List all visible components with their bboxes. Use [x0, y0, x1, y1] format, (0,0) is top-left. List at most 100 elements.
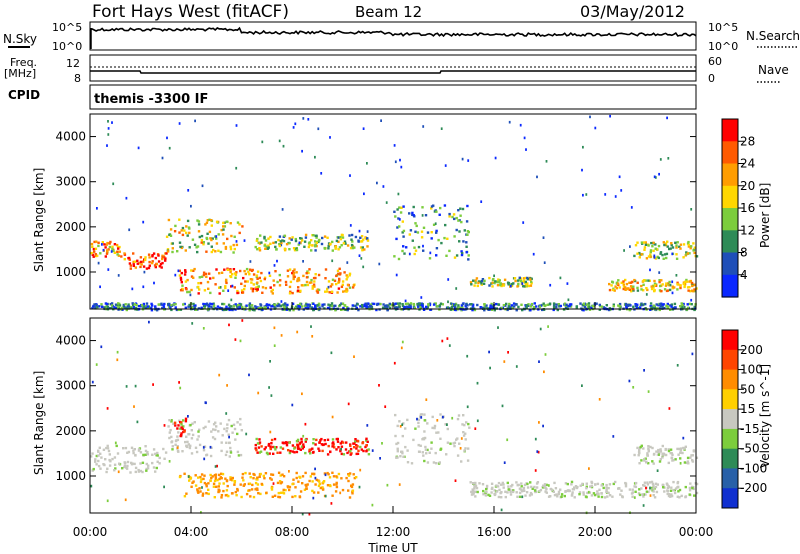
echo-point	[555, 493, 558, 496]
echo-point	[653, 279, 656, 283]
echo-point	[267, 444, 270, 447]
echo-point	[282, 239, 286, 243]
echo-point	[138, 262, 141, 265]
echo-point	[299, 441, 302, 445]
echo-point	[679, 243, 683, 246]
echo-point	[137, 468, 140, 472]
echo-point	[191, 306, 194, 309]
echo-point	[457, 414, 461, 417]
echo-point	[360, 240, 363, 243]
noise-point	[668, 407, 671, 410]
echo-point	[268, 452, 271, 455]
echo-point	[423, 413, 426, 416]
echo-point	[220, 307, 224, 310]
echo-point	[366, 239, 370, 242]
echo-point	[573, 486, 576, 489]
echo-point	[126, 460, 130, 464]
noise-point	[594, 126, 597, 130]
echo-point	[496, 284, 500, 287]
echo-point	[638, 256, 641, 259]
echo-point	[661, 452, 664, 455]
velocity-cbar-swatch-1	[722, 349, 738, 371]
echo-point	[108, 307, 111, 310]
echo-point	[323, 307, 326, 310]
echo-point	[299, 237, 302, 240]
echo-point	[222, 289, 225, 292]
echo-point	[155, 309, 159, 312]
echo-point	[474, 481, 477, 485]
noise-point	[543, 261, 546, 264]
echo-point	[205, 483, 208, 486]
echo-point	[560, 495, 563, 498]
echo-point	[482, 493, 485, 496]
echo-point	[282, 305, 286, 309]
noise-point	[302, 434, 305, 438]
noise-point	[261, 140, 264, 144]
echo-point	[514, 279, 517, 283]
velocity-cbar-swatch-0	[722, 330, 738, 351]
echo-point	[327, 444, 330, 448]
echo-point	[168, 419, 171, 422]
echo-point	[308, 305, 311, 308]
echo-point	[527, 303, 530, 306]
echo-point	[299, 303, 302, 306]
echo-point	[422, 249, 425, 252]
echo-point	[236, 221, 240, 224]
echo-point	[314, 305, 317, 309]
echo-point	[428, 302, 432, 305]
echo-point	[295, 248, 299, 252]
echo-point	[292, 308, 295, 312]
echo-point	[678, 488, 682, 492]
echo-point	[616, 282, 620, 285]
echo-point	[116, 253, 119, 256]
echo-point	[280, 241, 283, 245]
echo-point	[189, 423, 192, 427]
echo-point	[480, 279, 484, 283]
echo-point	[328, 476, 332, 479]
noise-point	[95, 363, 98, 366]
echo-point	[224, 286, 227, 290]
noise-point	[191, 322, 194, 325]
echo-point	[342, 290, 345, 293]
power-y-tick-label-1000: 1000	[55, 265, 86, 279]
echo-point	[224, 245, 228, 249]
echo-point	[173, 421, 177, 424]
echo-point	[198, 288, 201, 291]
echo-point	[256, 442, 260, 445]
echo-point	[589, 485, 592, 488]
echo-point	[355, 306, 358, 310]
echo-point	[160, 302, 163, 305]
echo-point	[220, 494, 224, 497]
echo-point	[168, 436, 171, 440]
echo-point	[421, 206, 424, 209]
echo-point	[427, 303, 430, 306]
echo-point	[693, 305, 696, 309]
echo-point	[671, 453, 674, 456]
echo-point	[457, 209, 460, 212]
echo-point	[212, 482, 216, 485]
noise-point	[228, 435, 230, 439]
echo-point	[664, 243, 668, 247]
noise-point	[216, 464, 218, 468]
echo-point	[490, 482, 494, 485]
echo-point	[205, 275, 208, 278]
noise-point	[653, 256, 656, 259]
echo-point	[471, 488, 474, 491]
echo-point	[256, 288, 259, 291]
noise-point	[420, 416, 423, 419]
echo-point	[258, 247, 261, 250]
echo-point	[185, 288, 188, 291]
echo-point	[130, 307, 133, 310]
echo-point	[417, 421, 420, 425]
noise-point	[598, 398, 601, 401]
echo-point	[207, 492, 210, 496]
echo-point	[402, 422, 405, 425]
echo-point	[288, 292, 292, 295]
echo-point	[368, 304, 372, 308]
echo-point	[553, 481, 556, 485]
echo-point	[556, 495, 559, 498]
echo-point	[464, 305, 467, 308]
noise-point	[209, 445, 212, 449]
echo-point	[189, 444, 192, 447]
echo-point	[269, 286, 272, 289]
